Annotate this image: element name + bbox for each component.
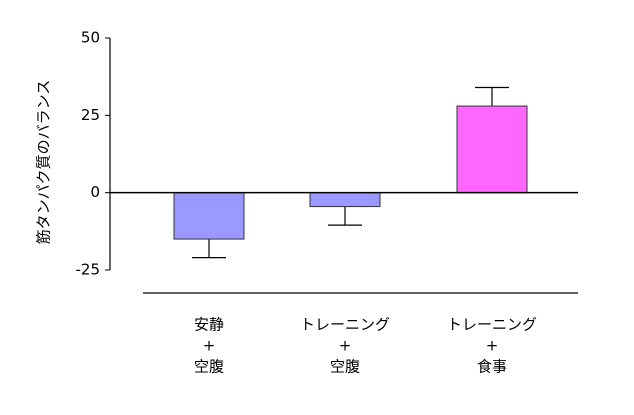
- bar: [456, 105, 528, 194]
- x-tick-label: トレーニング: [300, 316, 390, 334]
- x-tick-label: +: [339, 337, 352, 355]
- x-tick-label: +: [486, 337, 499, 355]
- y-tick-label: 50: [81, 29, 100, 47]
- y-axis-label: 筋タンパク質のバランス: [35, 80, 53, 245]
- y-tick-label: -25: [76, 261, 101, 279]
- x-tick-label: 安静: [194, 316, 224, 334]
- x-tick-label: 空腹: [330, 358, 360, 376]
- y-tick-label: 25: [81, 106, 100, 124]
- bar: [309, 192, 381, 208]
- y-tick-label: 0: [90, 183, 100, 201]
- x-tick-label: トレーニング: [447, 316, 537, 334]
- x-tick-label: +: [203, 337, 216, 355]
- x-tick-label: 空腹: [194, 358, 224, 376]
- x-tick-label: 食事: [477, 358, 507, 376]
- bar: [173, 192, 245, 240]
